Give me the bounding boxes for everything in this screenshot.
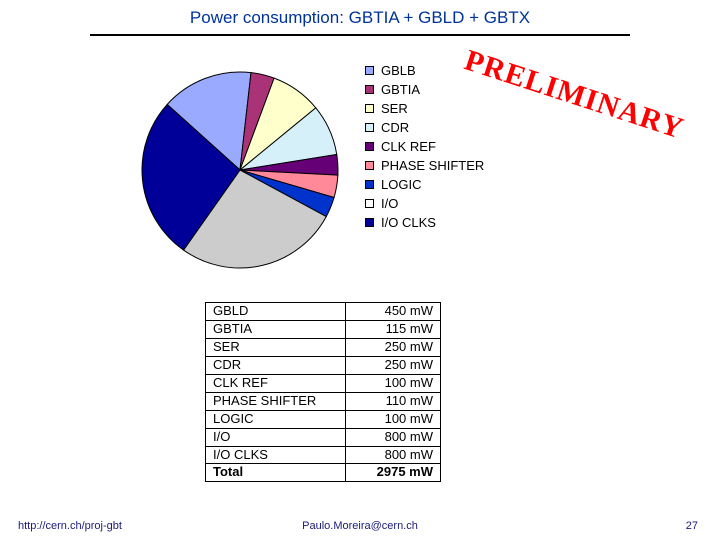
legend-item-gblb: GBLB [365,64,585,77]
row-value: 110 mW [346,392,441,410]
row-value: 2975 mW [346,464,441,482]
legend-swatch [365,104,374,113]
legend-item-gbtia: GBTIA [365,83,585,96]
legend-item-clk-ref: CLK REF [365,140,585,153]
row-name: CLK REF [206,374,346,392]
legend-swatch [365,142,374,151]
page-title: Power consumption: GBTIA + GBLD + GBTX [0,8,720,28]
title-rule [90,34,630,36]
legend-label: GBLB [381,64,416,77]
row-value: 250 mW [346,338,441,356]
row-value: 450 mW [346,303,441,321]
legend-item-cdr: CDR [365,121,585,134]
row-name: CDR [206,356,346,374]
legend-label: GBTIA [381,83,420,96]
power-table-grid: GBLD450 mWGBTIA115 mWSER250 mWCDR250 mWC… [205,302,441,482]
power-table: GBLD450 mWGBTIA115 mWSER250 mWCDR250 mWC… [205,302,441,482]
table-row: CLK REF100 mW [206,374,441,392]
table-row-total: Total2975 mW [206,464,441,482]
footer-center: Paulo.Moreira@cern.ch [302,520,418,532]
legend-label: CLK REF [381,140,436,153]
row-value: 115 mW [346,320,441,338]
legend-label: PHASE SHIFTER [381,159,484,172]
table-row: I/O800 mW [206,428,441,446]
table-row: GBLD450 mW [206,303,441,321]
table-row: LOGIC100 mW [206,410,441,428]
row-name: GBLD [206,303,346,321]
legend-label: I/O CLKS [381,216,436,229]
legend-swatch [365,180,374,189]
pie-chart [140,70,340,270]
row-value: 100 mW [346,374,441,392]
legend-label: I/O [381,197,398,210]
legend-item-ser: SER [365,102,585,115]
legend: GBLB GBTIA SER CDR CLK REF PHASE SHIFTER LOGIC… [365,64,585,235]
legend-item-i-o-clks: I/O CLKS [365,216,585,229]
table-row: PHASE SHIFTER110 mW [206,392,441,410]
legend-swatch [365,123,374,132]
row-value: 250 mW [346,356,441,374]
legend-swatch [365,66,374,75]
legend-item-phase-shifter: PHASE SHIFTER [365,159,585,172]
table-row: SER250 mW [206,338,441,356]
row-name: Total [206,464,346,482]
table-row: I/O CLKS800 mW [206,446,441,464]
table-row: GBTIA115 mW [206,320,441,338]
row-name: GBTIA [206,320,346,338]
row-name: I/O CLKS [206,446,346,464]
legend-item-i-o: I/O [365,197,585,210]
row-value: 800 mW [346,446,441,464]
legend-label: CDR [381,121,409,134]
chart-area: GBLB GBTIA SER CDR CLK REF PHASE SHIFTER LOGIC… [130,60,590,290]
row-value: 100 mW [346,410,441,428]
legend-swatch [365,199,374,208]
legend-item-logic: LOGIC [365,178,585,191]
legend-swatch [365,218,374,227]
row-value: 800 mW [346,428,441,446]
legend-label: LOGIC [381,178,421,191]
legend-swatch [365,161,374,170]
row-name: I/O [206,428,346,446]
row-name: PHASE SHIFTER [206,392,346,410]
row-name: LOGIC [206,410,346,428]
title-block: Power consumption: GBTIA + GBLD + GBTX [0,8,720,36]
footer: http://cern.ch/proj-gbt Paulo.Moreira@ce… [0,514,720,532]
footer-left: http://cern.ch/proj-gbt [18,520,122,532]
table-row: CDR250 mW [206,356,441,374]
slide: Power consumption: GBTIA + GBLD + GBTX P… [0,0,720,540]
row-name: SER [206,338,346,356]
legend-swatch [365,85,374,94]
legend-label: SER [381,102,408,115]
footer-page-number: 27 [686,520,698,532]
